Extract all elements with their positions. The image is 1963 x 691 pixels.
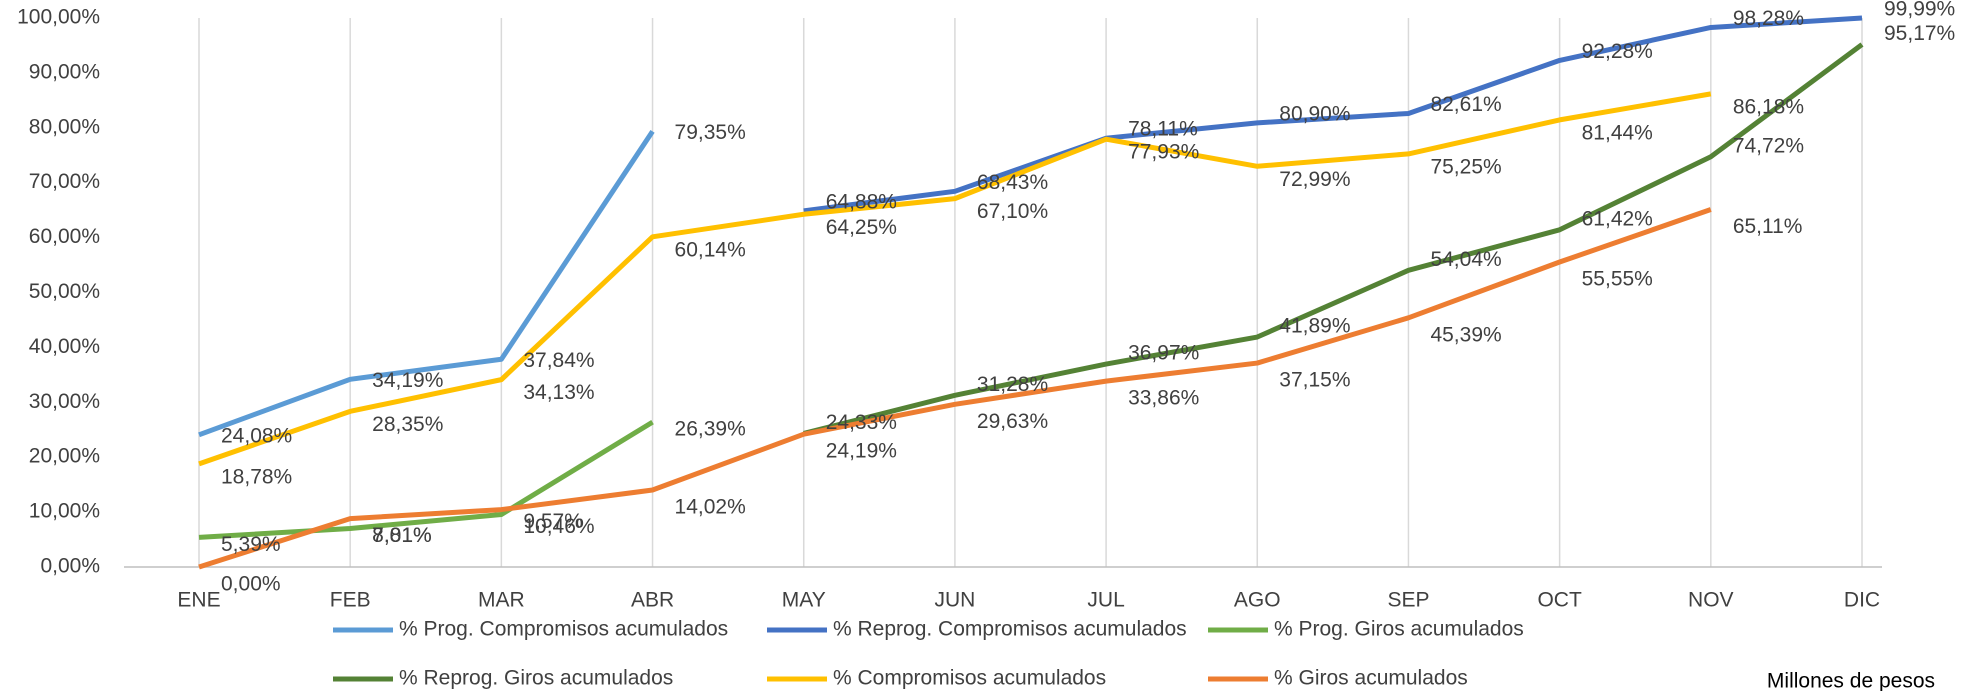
x-tick-label: FEB [330,589,371,612]
series-line [198,129,655,438]
data-label: 81,44% [1582,121,1653,144]
data-label: 24,19% [826,440,897,463]
x-tick-label: AGO [1234,589,1281,612]
y-tick-label: 80,00% [29,115,100,138]
data-label: 64,25% [826,216,897,239]
data-label: 74,72% [1733,134,1804,157]
data-label: 64,88% [826,190,897,213]
data-label: 60,14% [675,238,746,261]
data-label: 68,43% [977,171,1048,194]
y-tick-label: 10,00% [29,500,100,523]
data-label: 78,11% [1128,118,1198,141]
y-tick-label: 40,00% [29,335,100,358]
data-label: 36,97% [1128,342,1199,365]
unit-note: Millones de pesos [1767,670,1935,691]
y-tick-label: 20,00% [29,445,100,468]
x-tick-label: NOV [1688,589,1734,612]
x-tick-label: JUN [934,589,975,612]
data-label: 5,39% [221,533,281,556]
y-tick-label: 90,00% [29,60,100,83]
data-label: 75,25% [1430,155,1501,178]
data-label: 9,57% [523,510,583,533]
data-label: 26,39% [675,418,746,441]
series-line [198,91,1712,467]
data-label: 18,78% [221,465,292,488]
data-label: 95,17% [1884,22,1955,45]
data-label: 34,19% [372,369,443,392]
data-label: 34,13% [523,381,594,404]
data-label: 72,99% [1279,168,1350,191]
data-label: 8,81% [372,524,432,547]
data-label: 79,35% [675,121,746,144]
data-label: 28,35% [372,413,443,436]
x-tick-label: SEP [1387,589,1429,612]
data-label: 45,39% [1430,323,1501,346]
y-tick-label: 60,00% [29,225,100,248]
y-tick-label: 70,00% [29,170,100,193]
y-tick-label: 30,00% [29,390,100,413]
x-tick-label: ENE [177,589,220,612]
data-label: 99,99% [1884,0,1955,21]
data-label: 24,33% [826,411,897,434]
data-label: 33,86% [1128,387,1199,410]
legend-label: % Prog. Compromisos acumulados [399,618,728,641]
y-tick-label: 50,00% [29,280,100,303]
x-tick-label: ABR [631,589,674,612]
data-label: 86,18% [1733,95,1804,118]
x-tick-label: JUL [1087,589,1124,612]
data-label: 31,28% [977,373,1048,396]
data-label: 65,11% [1733,215,1803,238]
data-label: 41,89% [1279,315,1350,338]
series-line [198,419,654,540]
y-tick-label: 0,00% [40,555,100,578]
data-label: 55,55% [1582,268,1653,291]
series-line [803,15,1863,214]
legend-label: % Prog. Giros acumulados [1274,618,1524,641]
data-label: 80,90% [1279,102,1350,125]
data-label: 77,93% [1128,141,1199,164]
x-tick-label: OCT [1537,589,1582,612]
data-label: 10,46% [523,515,594,538]
x-tick-label: MAY [782,589,826,612]
legend-label: % Reprog. Compromisos acumulados [833,618,1187,641]
data-label: 29,63% [977,410,1048,433]
data-label: 37,84% [523,349,594,372]
x-tick-label: MAR [478,589,525,612]
data-label: 98,28% [1733,7,1804,30]
data-label: 92,28% [1582,40,1653,63]
legend-label: % Compromisos acumulados [833,667,1106,690]
y-tick-label: 100,00% [17,6,100,29]
data-label: 61,42% [1582,207,1653,230]
data-label: 7,01% [372,524,432,547]
legend-label: % Reprog. Giros acumulados [399,667,673,690]
data-label: 24,08% [221,424,292,447]
data-label: 14,02% [675,496,746,519]
legend-label: % Giros acumulados [1274,667,1468,690]
data-label: 37,15% [1279,369,1350,392]
data-label: 67,10% [977,200,1048,223]
data-label: 0,00% [221,573,281,596]
data-label: 82,61% [1430,93,1501,116]
series-line [803,42,1864,436]
series-line [198,207,1712,570]
data-label: 54,04% [1430,248,1501,271]
x-tick-label: DIC [1844,589,1880,612]
